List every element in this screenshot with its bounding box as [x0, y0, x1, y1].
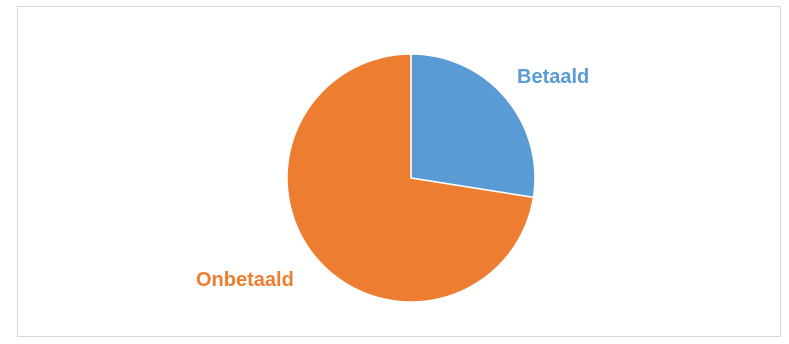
slice-label-onbetaald: Onbetaald — [196, 269, 294, 291]
slice-label-betaald: Betaald — [517, 66, 589, 88]
pie-slice-onbetaald — [286, 53, 535, 303]
pie-slice-betaald — [410, 53, 536, 199]
